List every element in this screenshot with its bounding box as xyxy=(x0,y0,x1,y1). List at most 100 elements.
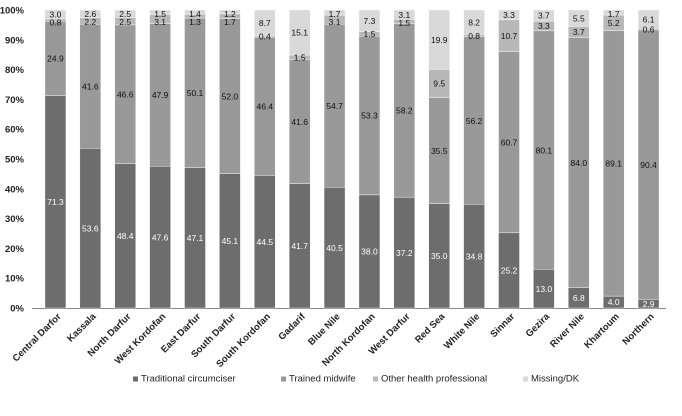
bar-stack: 34.8 56.2 0.8 8.2 xyxy=(463,9,485,309)
y-tick-label: 60% xyxy=(5,125,25,136)
bar-stack: 41.7 41.6 1.5 15.1 xyxy=(288,9,311,309)
bar-segment xyxy=(358,9,381,32)
x-tick-label: Gadarif xyxy=(276,311,308,343)
x-tick-label: Sinnar xyxy=(488,311,517,340)
data-label: 6.8 xyxy=(573,293,585,303)
bar-segment xyxy=(44,9,67,20)
data-label: 35.5 xyxy=(431,146,448,156)
data-label: 60.7 xyxy=(501,137,518,147)
y-tick-label: 100% xyxy=(0,6,25,17)
data-label: 1.5 xyxy=(364,29,376,39)
data-label: 38.0 xyxy=(361,247,378,257)
legend-item: Missing/DK xyxy=(523,374,580,385)
bar-stack: 37.2 58.2 1.53.1 xyxy=(393,9,416,309)
bar-segment xyxy=(463,9,485,35)
data-label: 3.3 xyxy=(503,10,515,20)
data-label: 40.5 xyxy=(326,243,343,253)
data-label: 41.6 xyxy=(291,117,308,127)
y-tick-label: 90% xyxy=(5,35,25,46)
bar-segment xyxy=(428,9,450,70)
data-label: 8.2 xyxy=(468,17,480,27)
bar-segment xyxy=(498,9,520,21)
bar-segment xyxy=(323,9,346,16)
data-label: 3.1 xyxy=(398,10,410,20)
legend-item: Traditional circumciser xyxy=(133,374,236,385)
data-label: 5.2 xyxy=(608,18,620,28)
data-label: 4.0 xyxy=(608,297,620,307)
bar-stack: 35.0 35.5 9.5 19.9 xyxy=(428,9,450,309)
data-label: 58.2 xyxy=(396,106,413,116)
data-label: 0.6 xyxy=(643,24,655,34)
bar-segment xyxy=(254,9,276,37)
data-label: 50.1 xyxy=(187,88,204,98)
bar-stack: 47.1 50.1 1.31.4 xyxy=(184,9,206,309)
legend-label: Other health professional xyxy=(381,374,487,385)
x-tick-label: River Nile xyxy=(548,311,587,350)
x-tick-label: Khartoum xyxy=(582,311,622,351)
data-label: 2.5 xyxy=(119,17,131,27)
bar-segment xyxy=(149,9,171,15)
data-label: 1.7 xyxy=(224,17,236,27)
bar-segment xyxy=(288,9,311,56)
bar-stack: 13.0 80.1 3.33.7 xyxy=(533,9,555,309)
data-label: 46.4 xyxy=(257,101,274,111)
y-axis: 0% 10% 20% 30% 40% 50% 60% 70% 80% 90% 100% xyxy=(0,6,666,315)
data-label: 34.8 xyxy=(466,251,483,261)
y-tick-label: 40% xyxy=(5,184,25,195)
bar-stack: 53.6 41.6 2.22.6 xyxy=(79,9,102,309)
data-label: 90.4 xyxy=(640,160,657,170)
data-label: 25.2 xyxy=(501,266,518,276)
data-label: 19.9 xyxy=(431,35,448,45)
data-label: 41.7 xyxy=(291,241,308,251)
bar-stack: 48.4 46.6 2.52.5 xyxy=(114,9,136,309)
y-tick-label: 0% xyxy=(10,304,24,315)
bar-stack: 25.2 60.7 10.7 3.3 xyxy=(498,9,520,309)
data-label: 1.5 xyxy=(398,18,410,28)
data-label: 2.5 xyxy=(119,9,131,19)
data-label: 13.0 xyxy=(536,284,553,294)
data-label: 52.0 xyxy=(222,91,239,101)
bar-stack: 6.8 84.0 3.7 5.5 xyxy=(568,9,590,309)
data-label: 1.2 xyxy=(224,9,236,19)
data-label: 0.4 xyxy=(259,32,271,42)
data-label: 47.9 xyxy=(152,90,169,100)
y-tick-label: 20% xyxy=(5,244,25,255)
bar-segment xyxy=(533,9,555,22)
data-label: 47.6 xyxy=(152,232,169,242)
legend: Traditional circumciser Trained midwife Ot… xyxy=(133,374,580,385)
data-label: 35.0 xyxy=(431,251,448,261)
y-tick-label: 80% xyxy=(5,65,25,76)
data-label: 44.5 xyxy=(257,237,274,247)
data-label: 3.7 xyxy=(538,11,550,21)
legend-item: Trained midwife xyxy=(281,374,356,385)
data-label: 7.3 xyxy=(364,16,376,26)
x-tick-label: Gezira xyxy=(524,311,553,340)
data-label: 2.6 xyxy=(84,9,96,19)
data-label: 3.0 xyxy=(50,10,62,20)
data-label: 8.7 xyxy=(259,18,271,28)
data-label: 53.3 xyxy=(361,111,378,121)
bar-stack: 71.3 24.9 0.83.0 xyxy=(44,9,67,309)
legend-swatch xyxy=(523,376,528,382)
bar-segment xyxy=(184,9,206,15)
data-label: 0.8 xyxy=(468,31,480,41)
data-label: 2.2 xyxy=(84,17,96,27)
legend-label: Trained midwife xyxy=(289,374,356,385)
data-label: 1.4 xyxy=(189,9,201,19)
bar-stack: 4.0 89.1 5.21.7 xyxy=(602,9,625,309)
data-label: 1.7 xyxy=(608,9,620,19)
legend-item: Other health professional xyxy=(373,374,487,385)
data-label: 45.1 xyxy=(222,236,239,246)
data-label: 80.1 xyxy=(536,145,553,155)
bar-segment xyxy=(393,9,416,20)
data-label: 3.7 xyxy=(573,27,585,37)
data-label: 53.6 xyxy=(82,223,99,233)
bar-stack: 2.9 90.4 0.66.1 xyxy=(637,9,660,309)
y-tick-label: 70% xyxy=(5,95,25,106)
data-label: 89.1 xyxy=(605,159,622,169)
data-label: 24.9 xyxy=(47,54,64,64)
data-label: 15.1 xyxy=(291,28,308,38)
data-label: 84.0 xyxy=(571,158,588,168)
bar-segment xyxy=(219,9,241,14)
data-label: 54.7 xyxy=(326,101,343,111)
